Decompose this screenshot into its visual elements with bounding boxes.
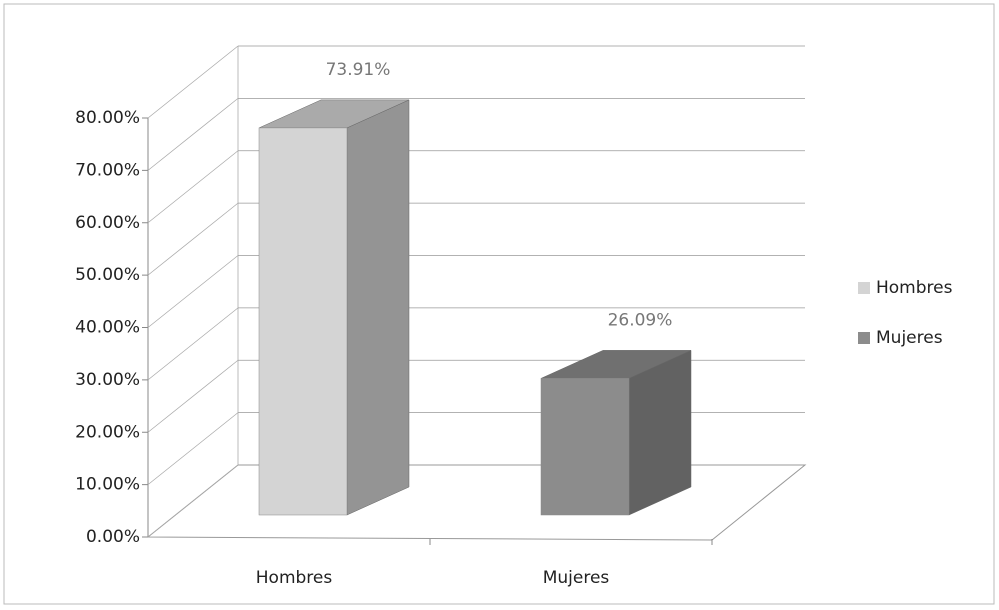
y-tick-label: 10.00% [75, 475, 140, 495]
grid-line [147, 150, 239, 224]
y-tick-label: 40.00% [75, 318, 140, 338]
bar [540, 378, 630, 516]
y-tick-label: 30.00% [75, 370, 140, 390]
legend-label: Hombres [876, 278, 953, 298]
grid-line [147, 202, 239, 276]
chart-border [3, 3, 995, 605]
x-tick-label: Hombres [256, 568, 333, 588]
x-tick-label: Mujeres [543, 568, 610, 588]
y-tick-label: 60.00% [75, 213, 140, 233]
bar-side [346, 99, 410, 516]
grid-line [147, 464, 239, 538]
grid-line [147, 307, 239, 381]
y-tick-label: 80.00% [75, 108, 140, 128]
bar-side [628, 349, 692, 516]
y-tick-label: 20.00% [75, 422, 140, 442]
legend-swatch [858, 282, 870, 294]
legend-swatch [858, 332, 870, 344]
grid-line [147, 255, 239, 328]
y-tick-label: 50.00% [75, 265, 140, 285]
bar [258, 127, 348, 516]
grid-line [147, 359, 239, 433]
value-label: 26.09% [608, 310, 673, 330]
grid-line [147, 412, 239, 485]
value-label: 73.91% [326, 60, 391, 80]
grid-line [147, 98, 239, 171]
grid-line [147, 45, 239, 119]
y-tick-label: 70.00% [75, 160, 140, 180]
y-tick-label: 0.00% [86, 527, 140, 547]
legend-label: Mujeres [876, 328, 943, 348]
